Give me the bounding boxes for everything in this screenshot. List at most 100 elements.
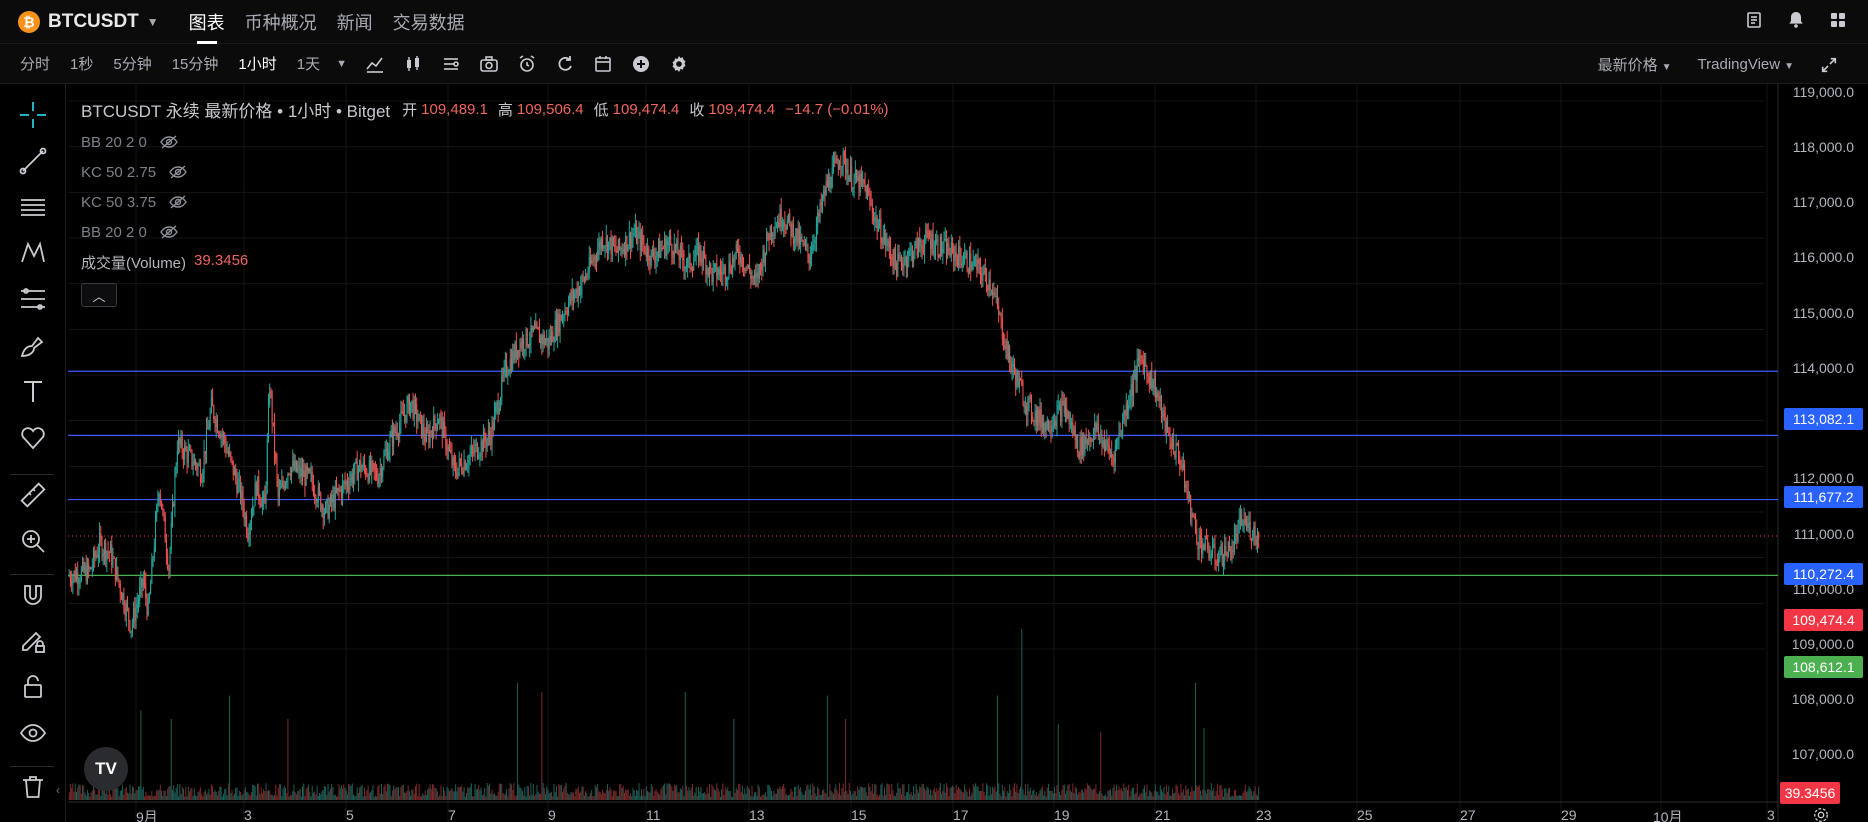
interval-1d[interactable]: 1天 (296, 56, 321, 73)
volume-bar (445, 796, 447, 800)
candle-body (721, 271, 723, 275)
price-type-dropdown[interactable]: 最新价格 ▼ (1598, 54, 1672, 75)
candle-body (1216, 564, 1218, 566)
indicators-icon[interactable] (365, 54, 385, 74)
candle-body (668, 235, 670, 242)
candle-body (316, 502, 318, 504)
volume-bar (987, 785, 989, 800)
candle-body (768, 239, 770, 241)
heart-icon[interactable] (16, 420, 50, 454)
interval-tick[interactable]: 分时 (20, 56, 51, 73)
tab-news[interactable]: 新闻 (336, 12, 373, 33)
fullscreen-icon[interactable] (1820, 56, 1838, 74)
brush-icon[interactable] (16, 328, 50, 362)
volume-bar (915, 783, 917, 800)
chart-view-dropdown[interactable]: TradingView ▼ (1698, 56, 1794, 73)
alarm-icon[interactable] (517, 54, 537, 74)
axis-settings-gear-icon[interactable] (1812, 806, 1830, 822)
ruler-icon[interactable] (16, 478, 50, 512)
candlestick-chart[interactable] (68, 84, 1868, 822)
symbol-selector[interactable]: ₿ BTCUSDT ▼ (18, 10, 159, 33)
eye-off-icon[interactable] (159, 134, 179, 150)
more-intervals-chevron-icon[interactable]: ▼ (336, 57, 347, 70)
candle-body (534, 328, 536, 330)
tradingview-logo[interactable]: TV (84, 747, 128, 791)
indicator-row[interactable]: BB 20 2 0 (81, 132, 889, 152)
grid-icon[interactable] (1828, 10, 1848, 30)
bell-icon[interactable] (1786, 10, 1806, 30)
eye-off-icon[interactable] (168, 194, 188, 210)
candle-body (551, 331, 553, 342)
indicator-row[interactable]: KC 50 3.75 (81, 192, 889, 212)
volume-bar (603, 792, 605, 800)
interval-1s[interactable]: 1秒 (70, 56, 94, 73)
lock-pencil-icon[interactable] (16, 624, 50, 658)
tab-trading-data[interactable]: 交易数据 (392, 12, 465, 33)
fib-icon[interactable] (16, 282, 50, 316)
volume-bar (903, 784, 905, 800)
tab-chart[interactable]: 图表 (189, 0, 225, 44)
crosshair-icon[interactable] (16, 98, 50, 132)
candle-body (576, 289, 578, 298)
volume-bar (574, 796, 576, 800)
volume-bar (377, 786, 379, 800)
trash-icon[interactable] (16, 770, 50, 804)
interval-15m[interactable]: 15分钟 (171, 56, 219, 73)
eye-off-icon[interactable] (168, 164, 188, 180)
eye-off-icon[interactable] (159, 224, 179, 240)
volume-bar (870, 791, 872, 800)
volume-bar (874, 783, 876, 800)
volume-bar (157, 790, 159, 800)
volume-bar (395, 787, 397, 800)
volume-bar (772, 796, 774, 800)
hline-price-badge-green[interactable]: 108,612.1 (1784, 656, 1863, 678)
volume-bar (979, 790, 981, 800)
trend-line-icon[interactable] (16, 144, 50, 178)
hline-price-badge[interactable]: 110,272.4 (1784, 563, 1863, 585)
volume-bar (351, 783, 353, 800)
candle-body (1180, 464, 1182, 466)
volume-bar (484, 788, 486, 800)
hline-price-badge[interactable]: 111,677.2 (1784, 486, 1863, 508)
volume-bar (372, 785, 374, 800)
pattern-icon[interactable] (16, 236, 50, 270)
chart-area[interactable] (68, 84, 1868, 822)
volume-bar (300, 796, 302, 800)
collapse-toolbar-chevron-icon[interactable]: ‹ (56, 783, 60, 797)
magnet-icon[interactable] (16, 578, 50, 612)
candle-body (832, 161, 834, 168)
eye-icon[interactable] (16, 716, 50, 750)
indicator-row[interactable]: BB 20 2 0 (81, 222, 889, 242)
volume-bar (615, 791, 617, 800)
calendar-icon[interactable] (593, 54, 613, 74)
doc-icon[interactable] (1744, 10, 1764, 30)
candle-body (853, 177, 855, 189)
add-circle-icon[interactable] (631, 54, 651, 74)
settings-gear-icon[interactable] (669, 54, 689, 74)
lock-icon[interactable] (16, 670, 50, 704)
volume-bar (340, 785, 342, 800)
hline-price-badge[interactable]: 113,082.1 (1784, 408, 1863, 430)
camera-icon[interactable] (479, 54, 499, 74)
volume-bar (284, 787, 286, 800)
candle-body (753, 274, 755, 279)
volume-bar (832, 793, 834, 800)
indicator-row[interactable]: KC 50 2.75 (81, 162, 889, 182)
volume-bar (249, 795, 251, 800)
volume-bar (1101, 793, 1103, 800)
text-icon[interactable] (16, 374, 50, 408)
horizontal-lines-icon[interactable] (16, 190, 50, 224)
candle-body (1161, 396, 1162, 418)
collapse-legend-button[interactable]: ︿ (81, 283, 117, 307)
template-icon[interactable] (441, 54, 461, 74)
interval-5m[interactable]: 5分钟 (113, 56, 152, 73)
candle-body (374, 469, 376, 471)
candle-style-icon[interactable] (403, 54, 423, 74)
interval-1h[interactable]: 1小时 (238, 56, 277, 73)
zoom-in-icon[interactable] (16, 524, 50, 558)
tab-coin-overview[interactable]: 币种概况 (244, 12, 317, 33)
replay-icon[interactable] (555, 54, 575, 74)
candle-body (1022, 385, 1024, 405)
volume-bar (1252, 795, 1254, 800)
candle-body (785, 226, 787, 230)
